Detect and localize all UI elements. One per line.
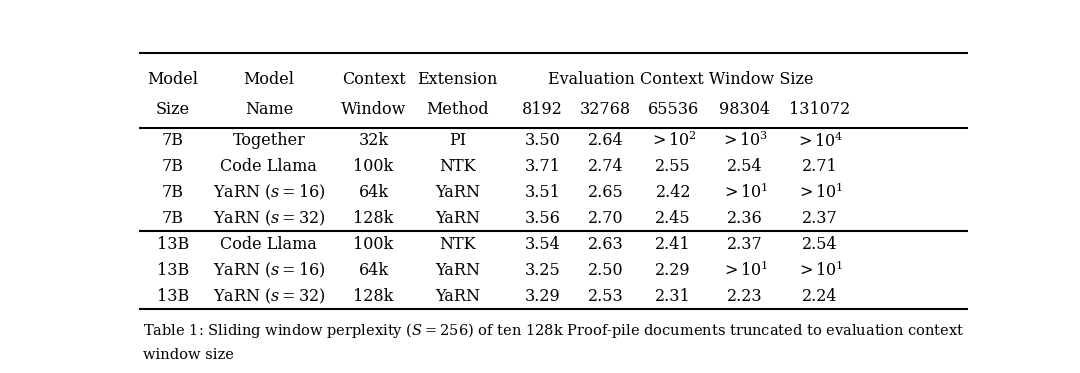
- Text: $>10^2$: $>10^2$: [649, 132, 698, 150]
- Text: 2.37: 2.37: [801, 210, 838, 227]
- Text: 2.54: 2.54: [727, 158, 762, 175]
- Text: Model: Model: [243, 71, 295, 88]
- Text: $>10^1$: $>10^1$: [720, 183, 768, 203]
- Text: Evaluation Context Window Size: Evaluation Context Window Size: [549, 71, 814, 88]
- Text: Size: Size: [156, 101, 190, 118]
- Text: 8192: 8192: [523, 101, 563, 118]
- Text: 13B: 13B: [157, 236, 189, 253]
- Text: YaRN: YaRN: [435, 288, 480, 305]
- Text: 7B: 7B: [162, 132, 184, 150]
- Text: 100k: 100k: [353, 158, 394, 175]
- Text: 2.53: 2.53: [588, 288, 623, 305]
- Text: 7B: 7B: [162, 158, 184, 175]
- Text: 2.71: 2.71: [801, 158, 838, 175]
- Text: Code Llama: Code Llama: [220, 236, 318, 253]
- Text: $>10^3$: $>10^3$: [720, 132, 769, 150]
- Text: 7B: 7B: [162, 184, 184, 201]
- Text: 128k: 128k: [353, 288, 394, 305]
- Text: 2.23: 2.23: [727, 288, 762, 305]
- Text: 7B: 7B: [162, 210, 184, 227]
- Text: 3.71: 3.71: [525, 158, 561, 175]
- Text: Name: Name: [245, 101, 293, 118]
- Text: 3.54: 3.54: [525, 236, 561, 253]
- Text: 3.51: 3.51: [525, 184, 561, 201]
- Text: 2.54: 2.54: [801, 236, 837, 253]
- Text: window size: window size: [144, 348, 234, 362]
- Text: 98304: 98304: [719, 101, 770, 118]
- Text: 2.37: 2.37: [727, 236, 762, 253]
- Text: $>10^1$: $>10^1$: [796, 260, 843, 280]
- Text: 3.56: 3.56: [525, 210, 561, 227]
- Text: 3.29: 3.29: [525, 288, 561, 305]
- Text: Extension: Extension: [417, 71, 498, 88]
- Text: 2.64: 2.64: [588, 132, 623, 150]
- Text: 2.36: 2.36: [727, 210, 762, 227]
- Text: YaRN ($s=16$): YaRN ($s=16$): [213, 183, 325, 202]
- Text: 131072: 131072: [789, 101, 850, 118]
- Text: 2.31: 2.31: [656, 288, 691, 305]
- Text: 2.65: 2.65: [588, 184, 623, 201]
- Text: 2.24: 2.24: [802, 288, 837, 305]
- Text: 3.50: 3.50: [525, 132, 561, 150]
- Text: Table 1: Sliding window perplexity ($S = 256$) of ten 128k Proof-pile documents : Table 1: Sliding window perplexity ($S =…: [144, 321, 964, 340]
- Text: 2.45: 2.45: [656, 210, 691, 227]
- Text: YaRN ($s=16$): YaRN ($s=16$): [213, 261, 325, 280]
- Text: Method: Method: [426, 101, 488, 118]
- Text: 13B: 13B: [157, 262, 189, 279]
- Text: Code Llama: Code Llama: [220, 158, 318, 175]
- Text: Model: Model: [147, 71, 198, 88]
- Text: $>10^1$: $>10^1$: [720, 260, 768, 280]
- Text: $>10^1$: $>10^1$: [796, 183, 843, 203]
- Text: $>10^4$: $>10^4$: [795, 131, 843, 151]
- Text: YaRN ($s=32$): YaRN ($s=32$): [213, 209, 325, 228]
- Text: 2.41: 2.41: [656, 236, 691, 253]
- Text: Window: Window: [341, 101, 406, 118]
- Text: 2.42: 2.42: [656, 184, 691, 201]
- Text: 32k: 32k: [359, 132, 389, 150]
- Text: YaRN: YaRN: [435, 184, 480, 201]
- Text: 2.63: 2.63: [588, 236, 623, 253]
- Text: 100k: 100k: [353, 236, 394, 253]
- Text: PI: PI: [448, 132, 465, 150]
- Text: YaRN ($s=32$): YaRN ($s=32$): [213, 286, 325, 306]
- Text: 13B: 13B: [157, 288, 189, 305]
- Text: NTK: NTK: [438, 236, 475, 253]
- Text: 3.25: 3.25: [525, 262, 561, 279]
- Text: Context: Context: [341, 71, 405, 88]
- Text: 2.29: 2.29: [656, 262, 691, 279]
- Text: 2.55: 2.55: [656, 158, 691, 175]
- Text: NTK: NTK: [438, 158, 475, 175]
- Text: 128k: 128k: [353, 210, 394, 227]
- Text: 64k: 64k: [359, 184, 389, 201]
- Text: Together: Together: [232, 132, 306, 150]
- Text: 2.70: 2.70: [588, 210, 623, 227]
- Text: 64k: 64k: [359, 262, 389, 279]
- Text: 2.50: 2.50: [588, 262, 623, 279]
- Text: 2.74: 2.74: [588, 158, 623, 175]
- Text: YaRN: YaRN: [435, 262, 480, 279]
- Text: YaRN: YaRN: [435, 210, 480, 227]
- Text: 65536: 65536: [648, 101, 699, 118]
- Text: 32768: 32768: [580, 101, 631, 118]
